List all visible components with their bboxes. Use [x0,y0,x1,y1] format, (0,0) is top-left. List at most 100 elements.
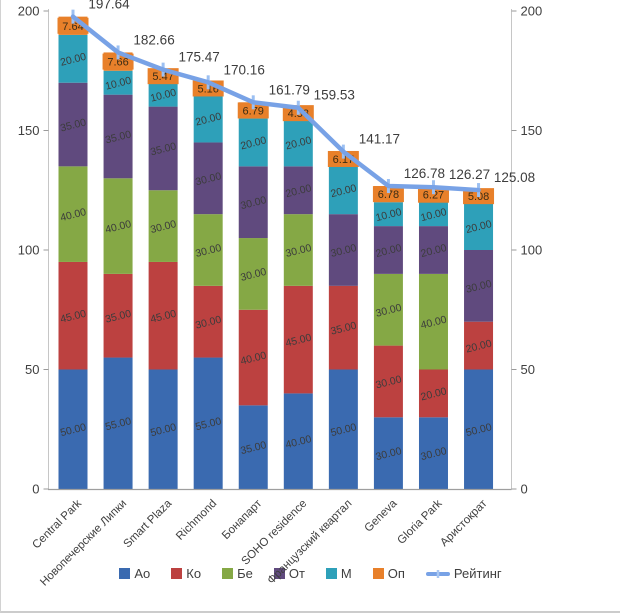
rating-value-label-8: 126.78 [404,166,445,181]
segment-label-Оп-1: 7.64 [62,21,83,33]
y-axis-left-tick-label: 200 [18,4,40,19]
legend-item-rating[interactable]: Рейтинг [425,566,502,581]
bar-segment-М-5[interactable] [238,118,268,167]
legend-swatch-ao [119,568,131,579]
legend-item-op[interactable]: Оп [372,566,405,581]
bar-segment-Ко-6[interactable] [283,285,313,394]
bar-segment-Ао-4[interactable] [193,357,223,489]
bar-segment-Ко-9[interactable] [418,369,448,418]
bar-segment-М-9[interactable] [418,202,448,227]
bar-segment-М-3[interactable] [148,82,178,107]
bar-segment-М-4[interactable] [193,94,223,143]
rating-value-label-1: 197.64 [88,0,130,12]
bar-segment-М-7[interactable] [328,166,358,215]
rating-value-label-9: 126.27 [449,167,490,182]
bar-segment-Бе-6[interactable] [283,214,313,286]
category-label-9: Gloria Park [395,497,444,546]
bar-segment-Бе-9[interactable] [418,273,448,370]
bar-segment-М-8[interactable] [373,202,403,227]
bar-segment-Бе-2[interactable] [103,178,133,274]
y-axis-right-tick-label: 150 [521,123,543,138]
rating-value-label-7: 141.17 [359,132,400,147]
segment-label-Оп-8: 6.78 [378,189,399,201]
bar-segment-От-4[interactable] [193,142,223,215]
bar-segment-Ко-3[interactable] [148,261,178,370]
bar-segment-Ко-1[interactable] [58,261,88,370]
rating-value-label-2: 182.66 [133,32,174,47]
rating-value-label-5: 161.79 [269,82,310,97]
y-axis-left-tick-label: 150 [18,123,40,138]
legend-label-m: М [340,566,352,581]
category-label-3: Smart Plaza [121,497,174,550]
bar-segment-М-2[interactable] [103,70,133,95]
bar-segment-Ко-2[interactable] [103,273,133,358]
legend-item-ao[interactable]: Ао [119,566,150,581]
bar-segment-Бе-5[interactable] [238,238,268,310]
bar-segment-Бе-8[interactable] [373,273,403,346]
bar-segment-Ао-7[interactable] [328,369,358,490]
bar-segment-Ао-9[interactable] [418,417,448,489]
segment-label-Оп-3: 5.47 [152,71,173,83]
bar-segment-Ко-8[interactable] [373,345,403,418]
y-axis-left-tick-label: 50 [25,362,39,377]
rating-value-label-4: 170.16 [224,62,265,77]
bar-segment-Ко-4[interactable] [193,285,223,358]
y-axis-left-tick-label: 100 [18,243,40,258]
segment-label-Оп-9: 6.27 [423,190,444,202]
segment-label-chip-5 [237,102,269,119]
y-axis-right-tick-label: 200 [521,4,543,19]
legend-swatch-ko [171,568,183,579]
y-axis-right-tick-label: 0 [521,482,528,497]
bar-segment-Бе-1[interactable] [58,166,88,262]
legend-label-ao: Ао [134,566,151,581]
bar-segment-Ао-5[interactable] [238,405,268,489]
category-label-4: Richmond [174,498,219,543]
bar-segment-От-3[interactable] [148,106,178,191]
category-label-2: Новопечерские Липки [38,498,129,589]
bar-segment-Ко-5[interactable] [238,309,268,406]
bar-segment-От-6[interactable] [283,166,313,215]
bar-segment-От-9[interactable] [418,226,448,274]
bar-segment-От-8[interactable] [373,226,403,274]
rating-value-label-6: 159.53 [314,88,355,103]
bar-segment-Бе-4[interactable] [193,214,223,286]
bar-segment-Ао-2[interactable] [103,357,133,489]
bar-segment-М-10[interactable] [464,202,494,250]
legend-item-ot[interactable]: От [273,566,305,581]
segment-label-Оп-10: 5.08 [468,191,489,203]
category-label-10: Аристократ [438,497,490,549]
legend-item-m[interactable]: М [325,566,352,581]
bar-segment-Ао-8[interactable] [373,417,403,489]
rating-value-label-10: 125.08 [494,170,535,185]
legend-swatch-op [372,568,384,579]
bar-segment-От-10[interactable] [464,250,494,322]
bar-segment-От-7[interactable] [328,214,358,286]
category-label-8: Geneva [363,497,400,534]
y-axis-left-tick-label: 0 [32,482,39,497]
bar-segment-Бе-3[interactable] [148,190,178,262]
legend-swatch-ot [273,568,285,579]
rating-line[interactable] [70,14,481,193]
legend-swatch-m [325,568,337,579]
bar-segment-Ао-1[interactable] [58,369,88,490]
legend-item-be[interactable]: Бе [222,566,253,581]
bar-segment-Ао-6[interactable] [283,393,313,489]
bar-segment-Ко-7[interactable] [328,285,358,370]
bar-segment-М-1[interactable] [58,34,88,83]
chart-legend: Ао Ко Бе От М Оп Рейтинг [1,566,620,581]
bar-segment-М-6[interactable] [283,118,313,167]
bar-segment-От-1[interactable] [58,82,88,167]
segment-label-chip-9 [417,186,449,203]
legend-item-ko[interactable]: Ко [171,566,201,581]
bar-segment-Ко-10[interactable] [464,321,494,370]
bar-segment-От-5[interactable] [238,166,268,239]
y-axis-right-tick-label: 100 [521,243,543,258]
bar-segment-От-2[interactable] [103,94,133,179]
category-label-7: Французский квартал [265,498,354,587]
bar-segment-Ао-10[interactable] [464,369,494,490]
bar-segment-Ао-3[interactable] [148,369,178,490]
category-label-5: Бонапарт [220,497,265,542]
legend-label-rating: Рейтинг [453,566,502,581]
